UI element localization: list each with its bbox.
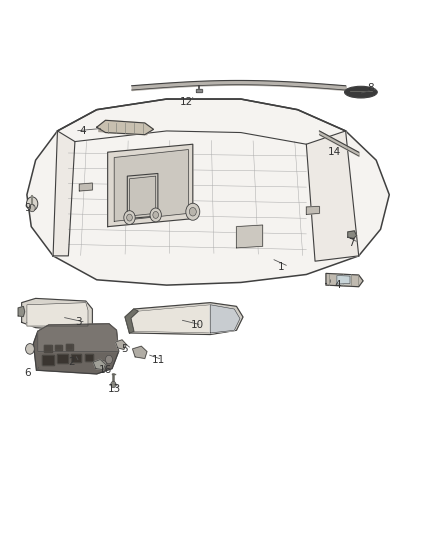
Text: 5: 5 bbox=[121, 344, 127, 354]
Polygon shape bbox=[196, 90, 202, 92]
Polygon shape bbox=[133, 346, 147, 359]
Polygon shape bbox=[99, 130, 147, 135]
Text: 10: 10 bbox=[191, 320, 204, 330]
Text: 4: 4 bbox=[79, 126, 86, 136]
Text: 3: 3 bbox=[75, 317, 81, 327]
Circle shape bbox=[25, 344, 34, 354]
Text: 8: 8 bbox=[367, 83, 374, 93]
Circle shape bbox=[100, 361, 107, 369]
Text: 11: 11 bbox=[151, 354, 165, 365]
Text: 12: 12 bbox=[180, 96, 193, 107]
Polygon shape bbox=[79, 183, 92, 191]
Text: 4: 4 bbox=[335, 280, 341, 290]
Polygon shape bbox=[116, 340, 127, 350]
Polygon shape bbox=[131, 305, 240, 333]
Polygon shape bbox=[237, 225, 263, 248]
Polygon shape bbox=[57, 354, 68, 364]
Polygon shape bbox=[44, 345, 52, 352]
Circle shape bbox=[111, 381, 116, 387]
Polygon shape bbox=[97, 120, 153, 135]
Polygon shape bbox=[337, 276, 350, 284]
Polygon shape bbox=[210, 305, 240, 333]
Polygon shape bbox=[125, 303, 243, 335]
Text: 16: 16 bbox=[99, 365, 112, 375]
Polygon shape bbox=[348, 231, 357, 238]
Polygon shape bbox=[38, 324, 119, 352]
Text: 6: 6 bbox=[25, 368, 32, 378]
Text: 9: 9 bbox=[25, 203, 32, 213]
Text: 13: 13 bbox=[108, 384, 121, 394]
Polygon shape bbox=[21, 298, 92, 332]
Polygon shape bbox=[130, 176, 155, 216]
Text: 1: 1 bbox=[278, 262, 285, 271]
Circle shape bbox=[127, 214, 132, 221]
Circle shape bbox=[106, 356, 113, 364]
Polygon shape bbox=[55, 345, 62, 351]
Circle shape bbox=[29, 204, 35, 212]
Polygon shape bbox=[127, 173, 158, 219]
Polygon shape bbox=[306, 206, 319, 214]
Text: 7: 7 bbox=[348, 238, 354, 247]
Circle shape bbox=[150, 208, 161, 222]
Polygon shape bbox=[93, 360, 106, 369]
Circle shape bbox=[186, 203, 200, 220]
Polygon shape bbox=[326, 273, 363, 287]
Polygon shape bbox=[66, 344, 73, 350]
Polygon shape bbox=[85, 354, 93, 361]
Polygon shape bbox=[108, 144, 193, 227]
Polygon shape bbox=[18, 306, 25, 317]
Polygon shape bbox=[27, 99, 389, 285]
Polygon shape bbox=[306, 131, 359, 261]
Polygon shape bbox=[114, 150, 188, 221]
Circle shape bbox=[189, 207, 196, 216]
Text: 14: 14 bbox=[328, 147, 341, 157]
Circle shape bbox=[26, 197, 38, 211]
Text: 2: 2 bbox=[68, 357, 75, 367]
Polygon shape bbox=[53, 131, 75, 256]
Polygon shape bbox=[71, 354, 81, 362]
Circle shape bbox=[124, 211, 135, 224]
Polygon shape bbox=[125, 309, 138, 333]
Polygon shape bbox=[33, 324, 119, 374]
Circle shape bbox=[153, 212, 159, 219]
Ellipse shape bbox=[345, 86, 377, 98]
Polygon shape bbox=[42, 356, 54, 365]
Polygon shape bbox=[27, 303, 88, 326]
